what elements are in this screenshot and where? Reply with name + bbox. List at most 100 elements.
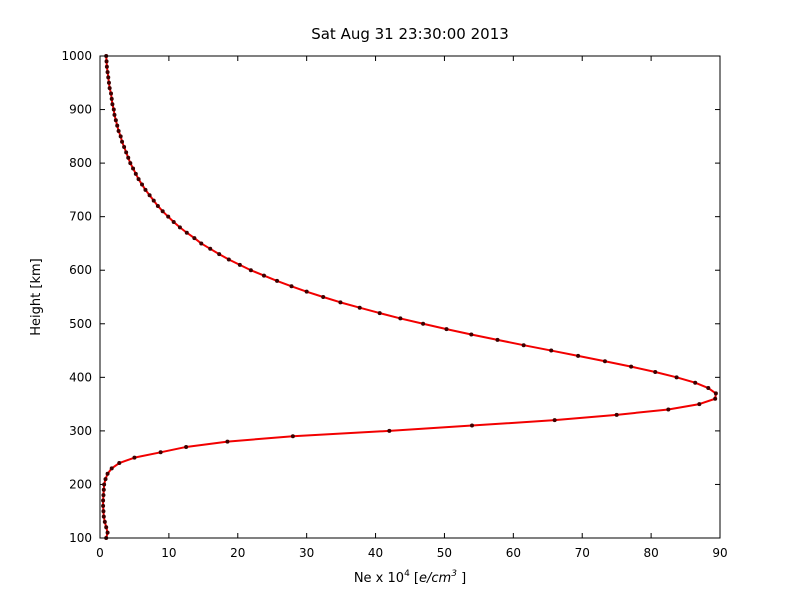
data-marker: [387, 428, 392, 433]
data-marker: [177, 225, 182, 230]
x-tick-label: 70: [575, 546, 590, 560]
data-marker: [602, 359, 607, 364]
data-marker: [444, 327, 449, 332]
data-marker: [136, 177, 141, 182]
data-marker: [140, 182, 145, 187]
data-marker: [421, 321, 426, 326]
data-marker: [115, 123, 120, 128]
data-marker: [104, 525, 109, 530]
data-marker: [166, 214, 171, 219]
data-marker: [377, 311, 382, 316]
x-tick-label: 90: [712, 546, 727, 560]
data-marker: [106, 80, 111, 85]
data-marker: [113, 118, 118, 123]
data-marker: [111, 107, 116, 112]
data-marker: [105, 70, 110, 75]
data-marker: [706, 386, 711, 391]
chart-title: Sat Aug 31 23:30:00 2013: [311, 25, 509, 43]
data-marker: [104, 64, 109, 69]
data-marker: [697, 402, 702, 407]
data-marker: [105, 471, 110, 476]
data-marker: [101, 487, 106, 492]
data-marker: [549, 348, 554, 353]
data-marker: [102, 519, 107, 524]
data-marker: [101, 493, 106, 498]
y-tick-label: 400: [69, 370, 92, 384]
data-marker: [275, 278, 280, 283]
data-marker: [102, 482, 107, 487]
x-tick-label: 20: [230, 546, 245, 560]
data-marker: [109, 466, 114, 471]
data-marker: [398, 316, 403, 321]
x-tick-label: 60: [506, 546, 521, 560]
data-marker: [469, 332, 474, 337]
data-marker: [128, 161, 133, 166]
data-marker: [118, 134, 123, 139]
data-marker: [103, 477, 108, 482]
data-marker: [261, 273, 266, 278]
data-marker: [107, 86, 112, 91]
data-marker: [290, 434, 295, 439]
data-marker: [495, 337, 500, 342]
data-marker: [131, 166, 136, 171]
y-tick-label: 1000: [61, 49, 92, 63]
y-tick-label: 500: [69, 317, 92, 331]
data-marker: [338, 300, 343, 305]
data-marker: [199, 241, 204, 246]
x-tick-label: 50: [437, 546, 452, 560]
data-marker: [304, 289, 309, 294]
y-tick-label: 700: [69, 210, 92, 224]
data-marker: [133, 171, 138, 176]
data-marker: [132, 455, 137, 460]
y-axis-label: Height [km]: [29, 258, 44, 335]
y-tick-label: 300: [69, 424, 92, 438]
data-marker: [171, 220, 176, 225]
y-tick-label: 200: [69, 477, 92, 491]
data-marker: [552, 418, 557, 423]
data-marker: [217, 252, 222, 257]
data-marker: [208, 246, 213, 251]
data-marker: [116, 128, 121, 133]
plot-frame: [99, 55, 721, 539]
data-marker: [151, 198, 156, 203]
data-marker: [109, 96, 114, 101]
data-marker: [184, 444, 189, 449]
data-marker: [226, 257, 231, 262]
data-marker: [666, 407, 671, 412]
data-marker: [110, 102, 115, 107]
x-tick-label: 80: [643, 546, 658, 560]
data-marker: [158, 450, 163, 455]
data-marker: [237, 262, 242, 267]
data-marker: [147, 193, 152, 198]
data-marker: [225, 439, 230, 444]
data-marker: [112, 112, 117, 117]
data-marker: [101, 498, 106, 503]
data-marker: [614, 412, 619, 417]
x-tick-label: 30: [299, 546, 314, 560]
data-marker: [184, 230, 189, 235]
data-line: [102, 55, 717, 539]
data-marker: [105, 530, 110, 535]
data-marker: [357, 305, 362, 310]
y-tick-label: 100: [69, 531, 92, 545]
data-marker: [104, 59, 109, 64]
data-marker: [122, 145, 127, 150]
x-tick-label: 10: [161, 546, 176, 560]
data-marker: [109, 91, 114, 96]
data-marker: [143, 187, 148, 192]
data-marker: [192, 236, 197, 241]
data-marker: [126, 155, 131, 160]
data-marker: [248, 268, 253, 273]
data-marker: [693, 380, 698, 385]
data-marker: [155, 203, 160, 208]
data-marker: [106, 75, 111, 80]
x-tick-label: 0: [96, 546, 104, 560]
y-tick-label: 900: [69, 103, 92, 117]
data-marker: [521, 343, 526, 348]
data-marker: [160, 209, 165, 214]
y-tick-label: 800: [69, 156, 92, 170]
data-marker: [117, 461, 122, 466]
data-marker: [576, 353, 581, 358]
